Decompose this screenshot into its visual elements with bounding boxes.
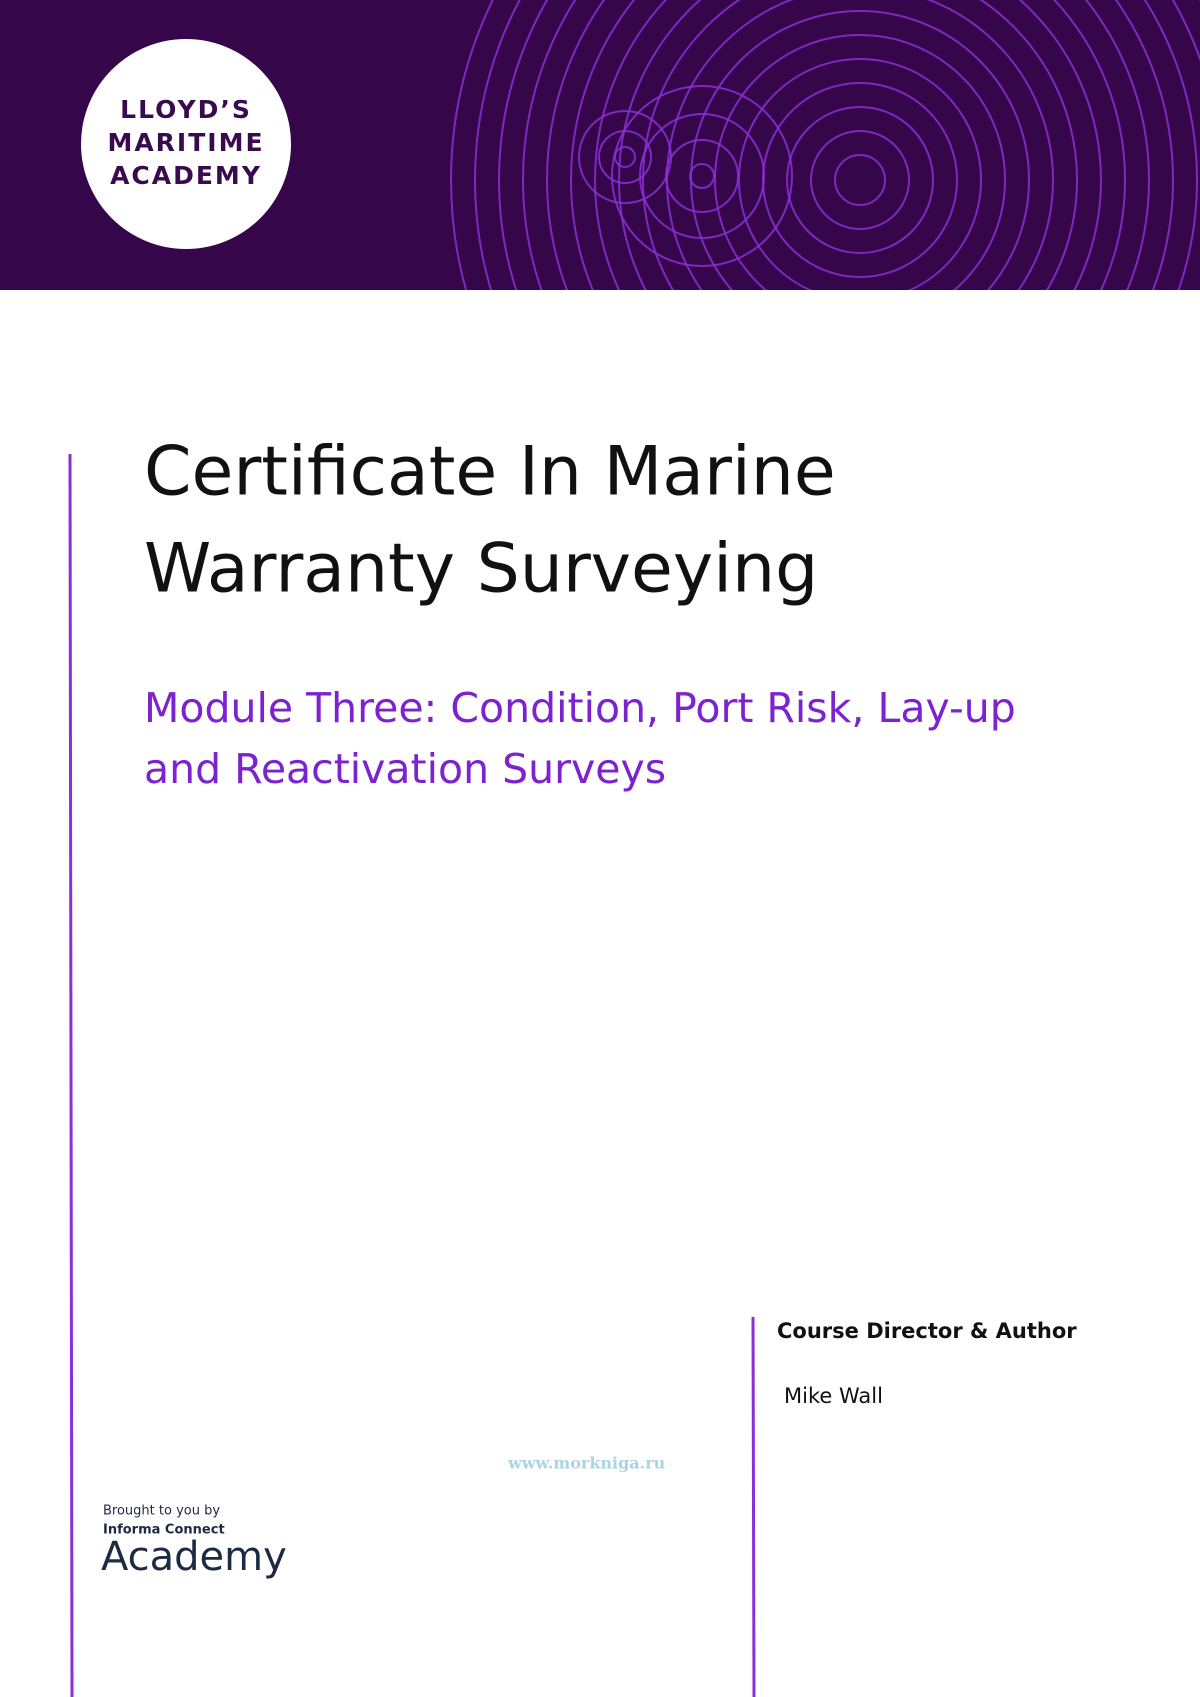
logo-circle [81,39,291,249]
ring [474,0,1200,290]
title-line: Warranty Surveying [144,530,818,609]
ring [594,0,1126,290]
ring [810,130,910,230]
ring [614,146,636,168]
sponsor-product: Academy [101,1534,287,1580]
logo-text: ACADEMY [110,161,262,190]
ring [570,0,1150,290]
ring [642,0,1078,290]
author-name: Mike Wall [784,1384,883,1408]
subtitle-line: Module Three: Condition, Port Risk, Lay-… [144,684,1016,732]
left-rule [68,453,74,1697]
author-role: Course Director & Author [777,1319,1077,1343]
ring [522,0,1198,290]
ring [834,154,886,206]
ring [546,0,1174,290]
logo-text: LLOYD’S [120,95,252,124]
ring [714,34,1006,290]
ring [639,113,765,239]
watermark: www.morkniga.ru [507,1454,666,1473]
logo-text: MARITIME [107,128,264,157]
ring [786,106,934,254]
ring [689,163,715,189]
sponsor-lead: Brought to you by [103,1504,220,1519]
ring [738,58,982,290]
ring [618,0,1102,290]
decorative-rings [450,0,1200,290]
subtitle-line: and Reactivation Surveys [144,745,666,793]
ring [611,85,793,267]
ring [498,0,1200,290]
ring [598,130,652,184]
ring [578,110,672,204]
title-line: Certificate In Marine [144,433,836,512]
sponsor-brand: Informa Connect [103,1523,225,1538]
right-rule [751,1316,756,1697]
ring [450,0,494,290]
